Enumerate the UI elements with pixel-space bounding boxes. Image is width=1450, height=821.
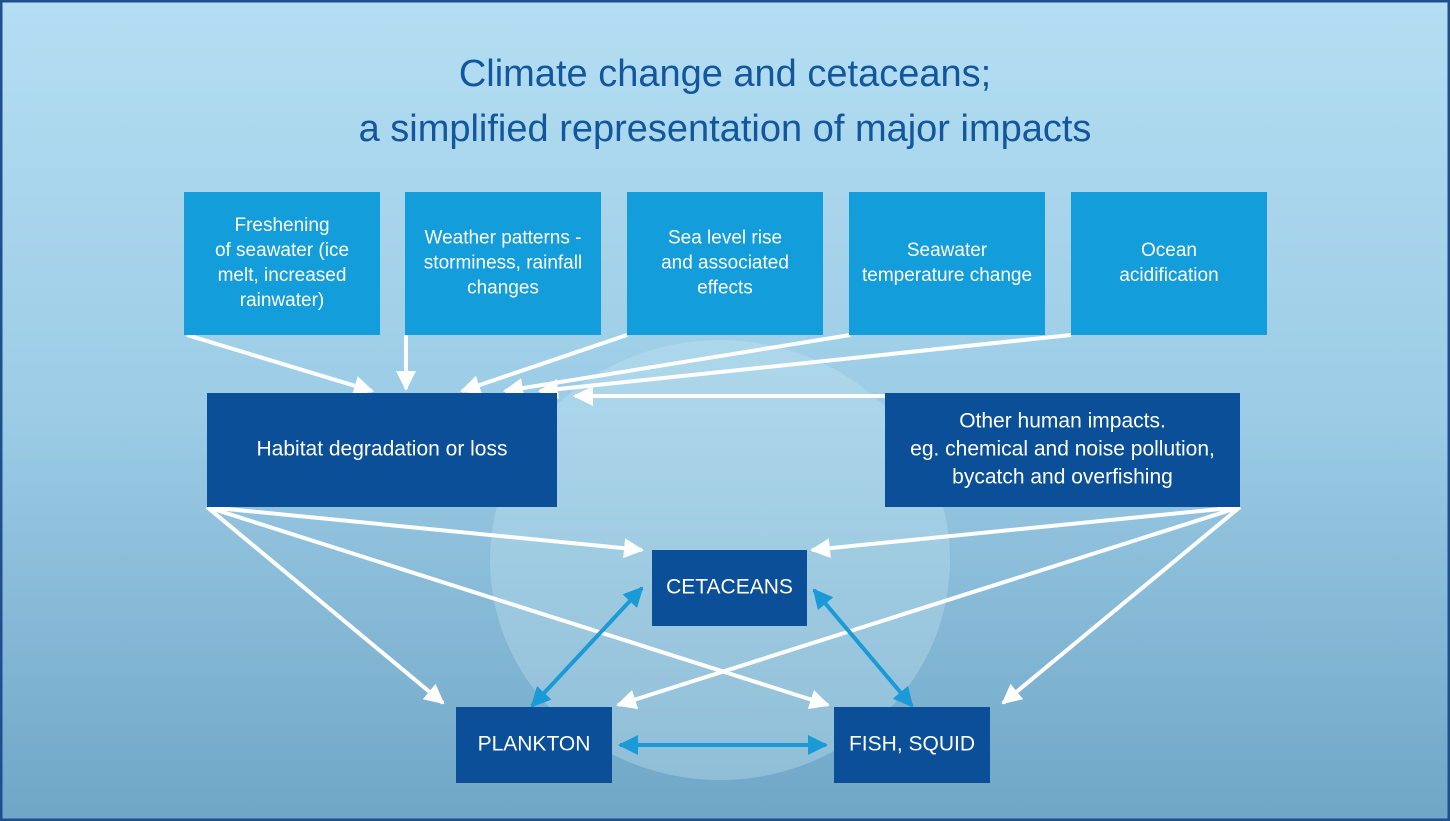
node-box	[207, 393, 557, 507]
node: Seawater temperature change	[849, 192, 1045, 335]
node-label: and associated	[661, 253, 789, 274]
node: Other human impacts. eg. chemical and noi…	[885, 393, 1240, 507]
node: FISH, SQUID	[834, 707, 990, 783]
node-label: changes	[467, 278, 539, 299]
arrow	[186, 333, 374, 396]
node-label: Freshening	[234, 215, 329, 236]
node: PLANKTON	[456, 707, 612, 783]
node-box	[834, 707, 990, 783]
node-label: Weather patterns -	[424, 228, 581, 249]
node-label: eg. chemical and noise pollution,	[910, 438, 1215, 461]
node-label: Habitat degradation or loss	[257, 438, 508, 461]
node: Sea level rise and associated effects	[627, 192, 823, 335]
node-box	[885, 393, 1240, 507]
node-label: storminess, rainfall	[424, 253, 582, 274]
arrow	[205, 505, 445, 705]
arrow	[530, 586, 644, 708]
node-label: rainwater)	[240, 290, 324, 311]
arrow	[503, 333, 851, 398]
node-label: Sea level rise	[668, 228, 782, 249]
node-label: acidification	[1119, 265, 1218, 286]
arrow	[206, 505, 644, 559]
arrows	[186, 333, 1242, 710]
arrow	[810, 505, 1241, 559]
arrow	[1001, 505, 1242, 705]
arrow	[616, 505, 1241, 710]
title-line: a simplified representation of major imp…	[359, 108, 1092, 150]
node-label: effects	[697, 278, 753, 299]
node-box	[405, 192, 601, 335]
node-box	[652, 550, 807, 626]
node: CETACEANS	[652, 550, 807, 626]
arrow	[538, 333, 1072, 400]
node-box	[849, 192, 1045, 335]
node: Ocean acidification	[1071, 192, 1267, 335]
node-label: Ocean	[1141, 240, 1197, 261]
node-box	[184, 192, 380, 335]
node-label: FISH, SQUID	[849, 733, 975, 756]
node-box	[627, 192, 823, 335]
node-label: CETACEANS	[666, 576, 793, 599]
arrow	[460, 333, 628, 395]
node-label: temperature change	[862, 265, 1032, 286]
node-box	[456, 707, 612, 783]
node: Freshening of seawater (ice melt, increase…	[184, 192, 380, 335]
node: Habitat degradation or loss	[207, 393, 557, 507]
node-label: melt, increased	[218, 265, 347, 286]
node-label: Seawater	[907, 240, 988, 261]
node-label: bycatch and overfishing	[952, 466, 1173, 489]
arrow	[812, 588, 914, 708]
interaction-arrows	[530, 586, 914, 755]
node-label: of seawater (ice	[215, 240, 349, 261]
node-box	[1071, 192, 1267, 335]
node-label: Other human impacts.	[959, 410, 1166, 433]
title-line: Climate change and cetaceans;	[459, 53, 991, 95]
node: Weather patterns - storminess, rainfall ch…	[405, 192, 601, 335]
node-label: PLANKTON	[478, 733, 591, 756]
